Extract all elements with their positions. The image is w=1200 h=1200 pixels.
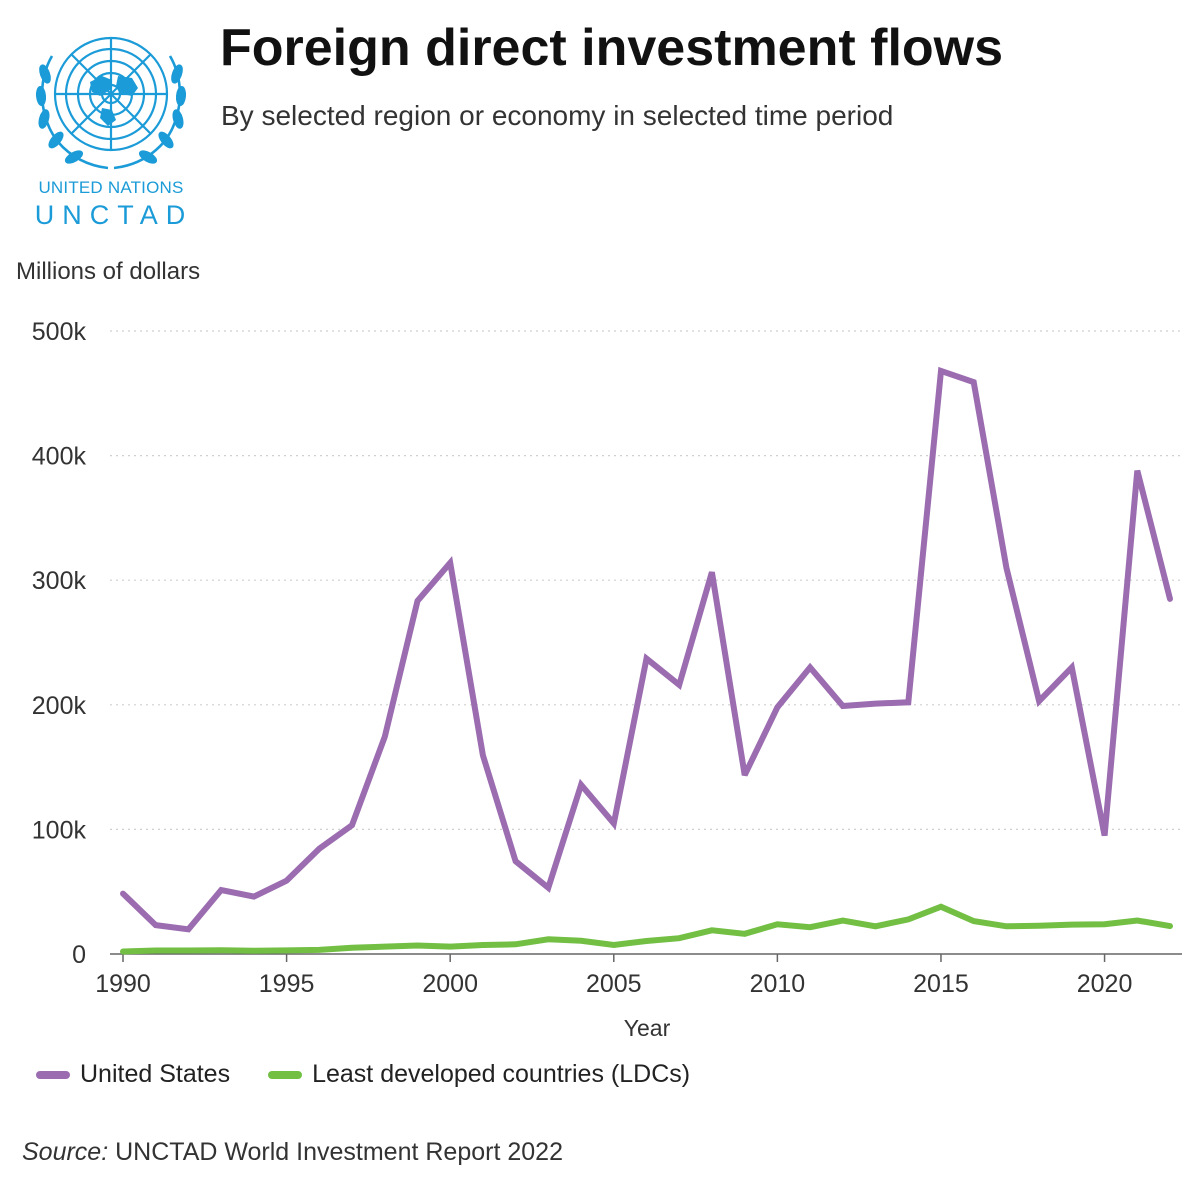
- y-tick-label: 400k: [32, 443, 87, 471]
- x-tick-label: 1990: [95, 970, 151, 998]
- source-label: Source:: [22, 1138, 109, 1166]
- y-tick-label: 500k: [32, 318, 87, 346]
- series-lines: [120, 366, 1173, 955]
- logo-text-united-nations: UNITED NATIONS: [38, 178, 184, 197]
- legend-item-united-states[interactable]: United States: [36, 1060, 230, 1089]
- x-axis-label: Year: [624, 1015, 671, 1041]
- chart-title: Foreign direct investment flows: [220, 19, 1004, 77]
- x-tick-label: 2000: [422, 970, 478, 998]
- y-axis-unit-label: Millions of dollars: [16, 258, 201, 285]
- y-axis-ticks: 0 100k 200k 300k 400k 500k: [32, 318, 87, 969]
- x-tick-label: 2010: [750, 970, 806, 998]
- legend-swatch: [268, 1070, 303, 1079]
- x-tick-label: 1995: [259, 970, 315, 998]
- x-tick-label: 2005: [586, 970, 642, 998]
- series-line-ldcs: [120, 903, 1173, 955]
- gridlines: [110, 330, 1182, 831]
- un-emblem-icon: [35, 36, 187, 170]
- x-axis-ticks: 1990 1995 2000 2005 2010 2015 2020: [95, 954, 1132, 998]
- source-note: Source: UNCTAD World Investment Report 2…: [22, 1138, 563, 1167]
- chart-subtitle: By selected region or economy in selecte…: [221, 100, 894, 131]
- legend-item-ldcs[interactable]: Least developed countries (LDCs): [268, 1060, 690, 1089]
- logo-text-unctad: UNCTAD: [34, 200, 194, 230]
- source-text: UNCTAD World Investment Report 2022: [115, 1138, 563, 1166]
- series-line-united-states: [120, 366, 1173, 933]
- legend-swatch: [36, 1070, 70, 1079]
- y-tick-label: 100k: [32, 816, 87, 844]
- legend-label: United States: [80, 1060, 231, 1088]
- chart-legend: United States Least developed countries …: [36, 1060, 728, 1089]
- x-tick-label: 2020: [1077, 970, 1133, 998]
- y-tick-label: 200k: [32, 692, 87, 720]
- y-tick-label: 300k: [32, 567, 87, 595]
- y-tick-label: 0: [72, 941, 86, 969]
- unctad-logo: UNITED NATIONS UNCTAD: [22, 24, 200, 236]
- x-tick-label: 2015: [913, 970, 969, 998]
- legend-label: Least developed countries (LDCs): [312, 1060, 691, 1088]
